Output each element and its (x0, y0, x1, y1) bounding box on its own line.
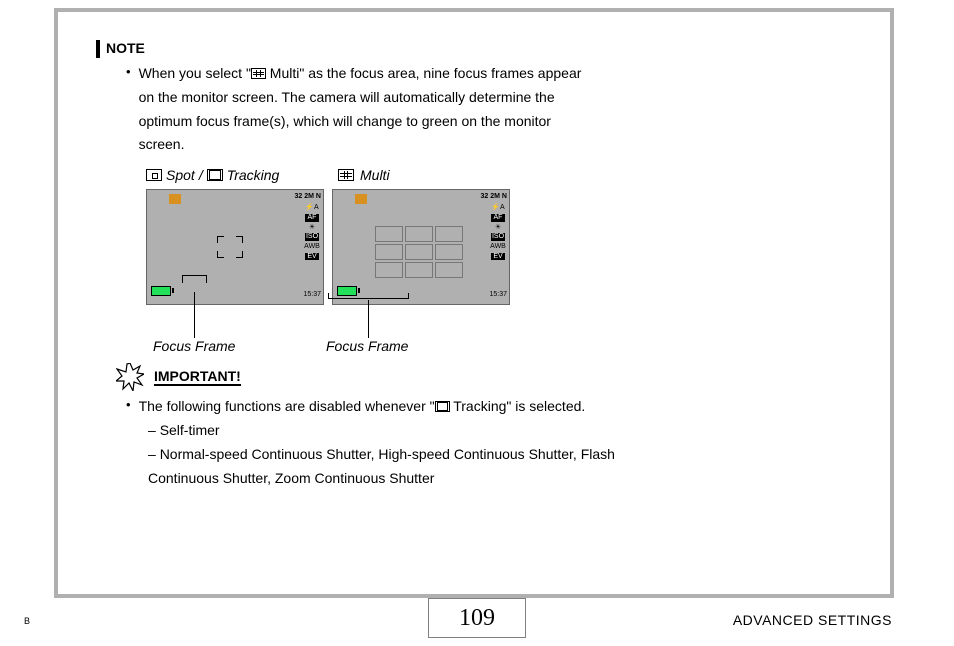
multi-icon (338, 169, 354, 181)
callout-line-icon (408, 293, 409, 299)
side-icons-stack: ⚡A AF ☀ ISO AWB EV (303, 204, 321, 260)
page-number: 109 (428, 598, 526, 638)
af-icon: AF (491, 214, 505, 222)
note-bar-icon (96, 40, 100, 58)
monitor-labels-row: Spot / Tracking Multi (146, 167, 852, 183)
iso-icon: ISO (305, 233, 319, 241)
sub1-text: Self-timer (160, 422, 220, 438)
important-bullet-text: The following functions are disabled whe… (139, 395, 586, 419)
frame-caption-right: Focus Frame (326, 338, 408, 354)
callout-line-icon (328, 293, 329, 299)
callout-line-icon (328, 298, 408, 299)
wb-icon: ☀ (491, 224, 505, 232)
af-icon: AF (305, 214, 319, 222)
callout-line-icon (182, 275, 183, 283)
label-multi: Multi (360, 167, 390, 183)
important-bullet-row: • The following functions are disabled w… (126, 395, 852, 419)
label-slash: / (199, 167, 203, 183)
imp-text-before: The following functions are disabled whe… (139, 398, 435, 414)
important-list: • The following functions are disabled w… (126, 395, 852, 490)
frame-caption-left: Focus Frame (153, 338, 235, 354)
iso-icon: ISO (491, 233, 505, 241)
flash-icon: ⚡A (304, 204, 319, 212)
imp-text-after: Tracking" is selected. (450, 398, 586, 414)
multi-focus-frame (375, 226, 463, 278)
screens-row: 32 2M N ⚡A AF ☀ ISO AWB EV 15:37 32 2M N (146, 189, 852, 305)
screen-time: 15:37 (489, 291, 507, 298)
page-border: NOTE • When you select " Multi" as the f… (54, 8, 894, 598)
monitor-diagrams: Spot / Tracking Multi 32 2M N ⚡A AF ☀ IS… (146, 167, 852, 305)
side-icons-stack: ⚡A AF ☀ ISO AWB EV (489, 204, 507, 260)
awb-icon: AWB (489, 243, 507, 251)
starburst-icon (116, 363, 144, 391)
important-block: IMPORTANT! (116, 363, 852, 391)
rec-indicator-icon (355, 194, 367, 204)
note-bullet-row: • When you select " Multi" as the focus … (126, 62, 852, 157)
rec-indicator-icon (169, 194, 181, 204)
callout-line-icon (194, 292, 195, 338)
label-spot: Spot (166, 167, 195, 183)
note-block: NOTE (96, 40, 852, 58)
spot-icon (146, 169, 162, 181)
callout-line-icon (182, 275, 206, 276)
monitor-label-spot-tracking: Spot / Tracking (146, 167, 338, 183)
important-sub-2: – Normal-speed Continuous Shutter, High-… (148, 443, 628, 491)
battery-icon (151, 286, 171, 296)
note-text-before: When you select " (139, 65, 251, 81)
important-heading: IMPORTANT! (154, 368, 241, 386)
screen-multi: 32 2M N ⚡A AF ☀ ISO AWB EV 15:37 (332, 189, 510, 305)
ev-icon: EV (305, 253, 319, 261)
callout-line-icon (368, 300, 369, 338)
label-tracking: Tracking (227, 167, 280, 183)
footer-section-title: ADVANCED SETTINGS (733, 612, 892, 628)
ev-icon: EV (491, 253, 505, 261)
screen-top-right-text: 32 2M N (295, 193, 321, 200)
sub2-text: Normal-speed Continuous Shutter, High-sp… (148, 446, 615, 486)
battery-icon (337, 286, 357, 296)
note-heading: NOTE (106, 40, 145, 56)
screen-spot: 32 2M N ⚡A AF ☀ ISO AWB EV 15:37 (146, 189, 324, 305)
awb-icon: AWB (303, 243, 321, 251)
screen-top-right-text: 32 2M N (481, 193, 507, 200)
spot-focus-frame (217, 236, 243, 258)
screen-time: 15:37 (303, 291, 321, 298)
tracking-icon (207, 169, 223, 181)
tracking-inline-icon (435, 401, 450, 412)
important-sub-1: – Self-timer (148, 419, 628, 443)
bullet-dot: • (126, 62, 131, 82)
note-text: When you select " Multi" as the focus ar… (139, 62, 599, 157)
wb-icon: ☀ (305, 224, 319, 232)
flash-icon: ⚡A (490, 204, 505, 212)
grid-multi-icon (251, 68, 266, 79)
footer-left-mark: B (24, 616, 30, 626)
callout-line-icon (206, 275, 207, 283)
monitor-label-multi: Multi (338, 167, 390, 183)
bullet-dot: • (126, 395, 131, 415)
